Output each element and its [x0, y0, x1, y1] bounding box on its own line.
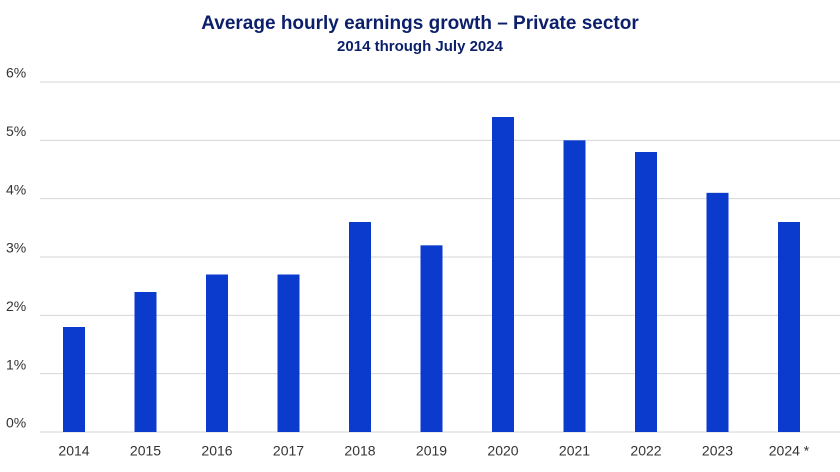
bar: [63, 327, 85, 432]
x-tick-label: 2024 *: [769, 443, 810, 459]
x-tick-label: 2017: [273, 443, 304, 459]
x-tick-label: 2015: [130, 443, 161, 459]
y-tick-label: 4%: [6, 181, 26, 197]
bar: [206, 274, 228, 432]
bar: [492, 117, 514, 432]
bar: [563, 140, 586, 433]
x-tick-label: 2019: [416, 443, 447, 459]
y-tick-label: 6%: [6, 65, 26, 81]
bar: [134, 292, 157, 432]
y-tick-label: 2%: [6, 298, 26, 314]
bar: [706, 192, 729, 432]
y-tick-label: 1%: [6, 356, 26, 372]
bar: [778, 222, 800, 432]
bar: [349, 222, 371, 432]
chart-subtitle: 2014 through July 2024: [337, 38, 504, 55]
x-tick-label: 2023: [702, 443, 733, 459]
y-tick-label: 0%: [6, 415, 26, 431]
bar: [635, 152, 657, 432]
y-tick-label: 5%: [6, 123, 26, 139]
bar: [420, 245, 443, 432]
chart-title: Average hourly earnings growth – Private…: [201, 13, 639, 34]
x-tick-label: 2021: [559, 443, 590, 459]
x-tick-label: 2020: [487, 443, 518, 459]
x-tick-label: 2014: [58, 443, 89, 459]
x-tick-label: 2016: [201, 443, 232, 459]
bar: [277, 274, 300, 432]
x-tick-label: 2022: [630, 443, 661, 459]
y-tick-label: 3%: [6, 240, 26, 256]
x-tick-label: 2018: [344, 443, 375, 459]
